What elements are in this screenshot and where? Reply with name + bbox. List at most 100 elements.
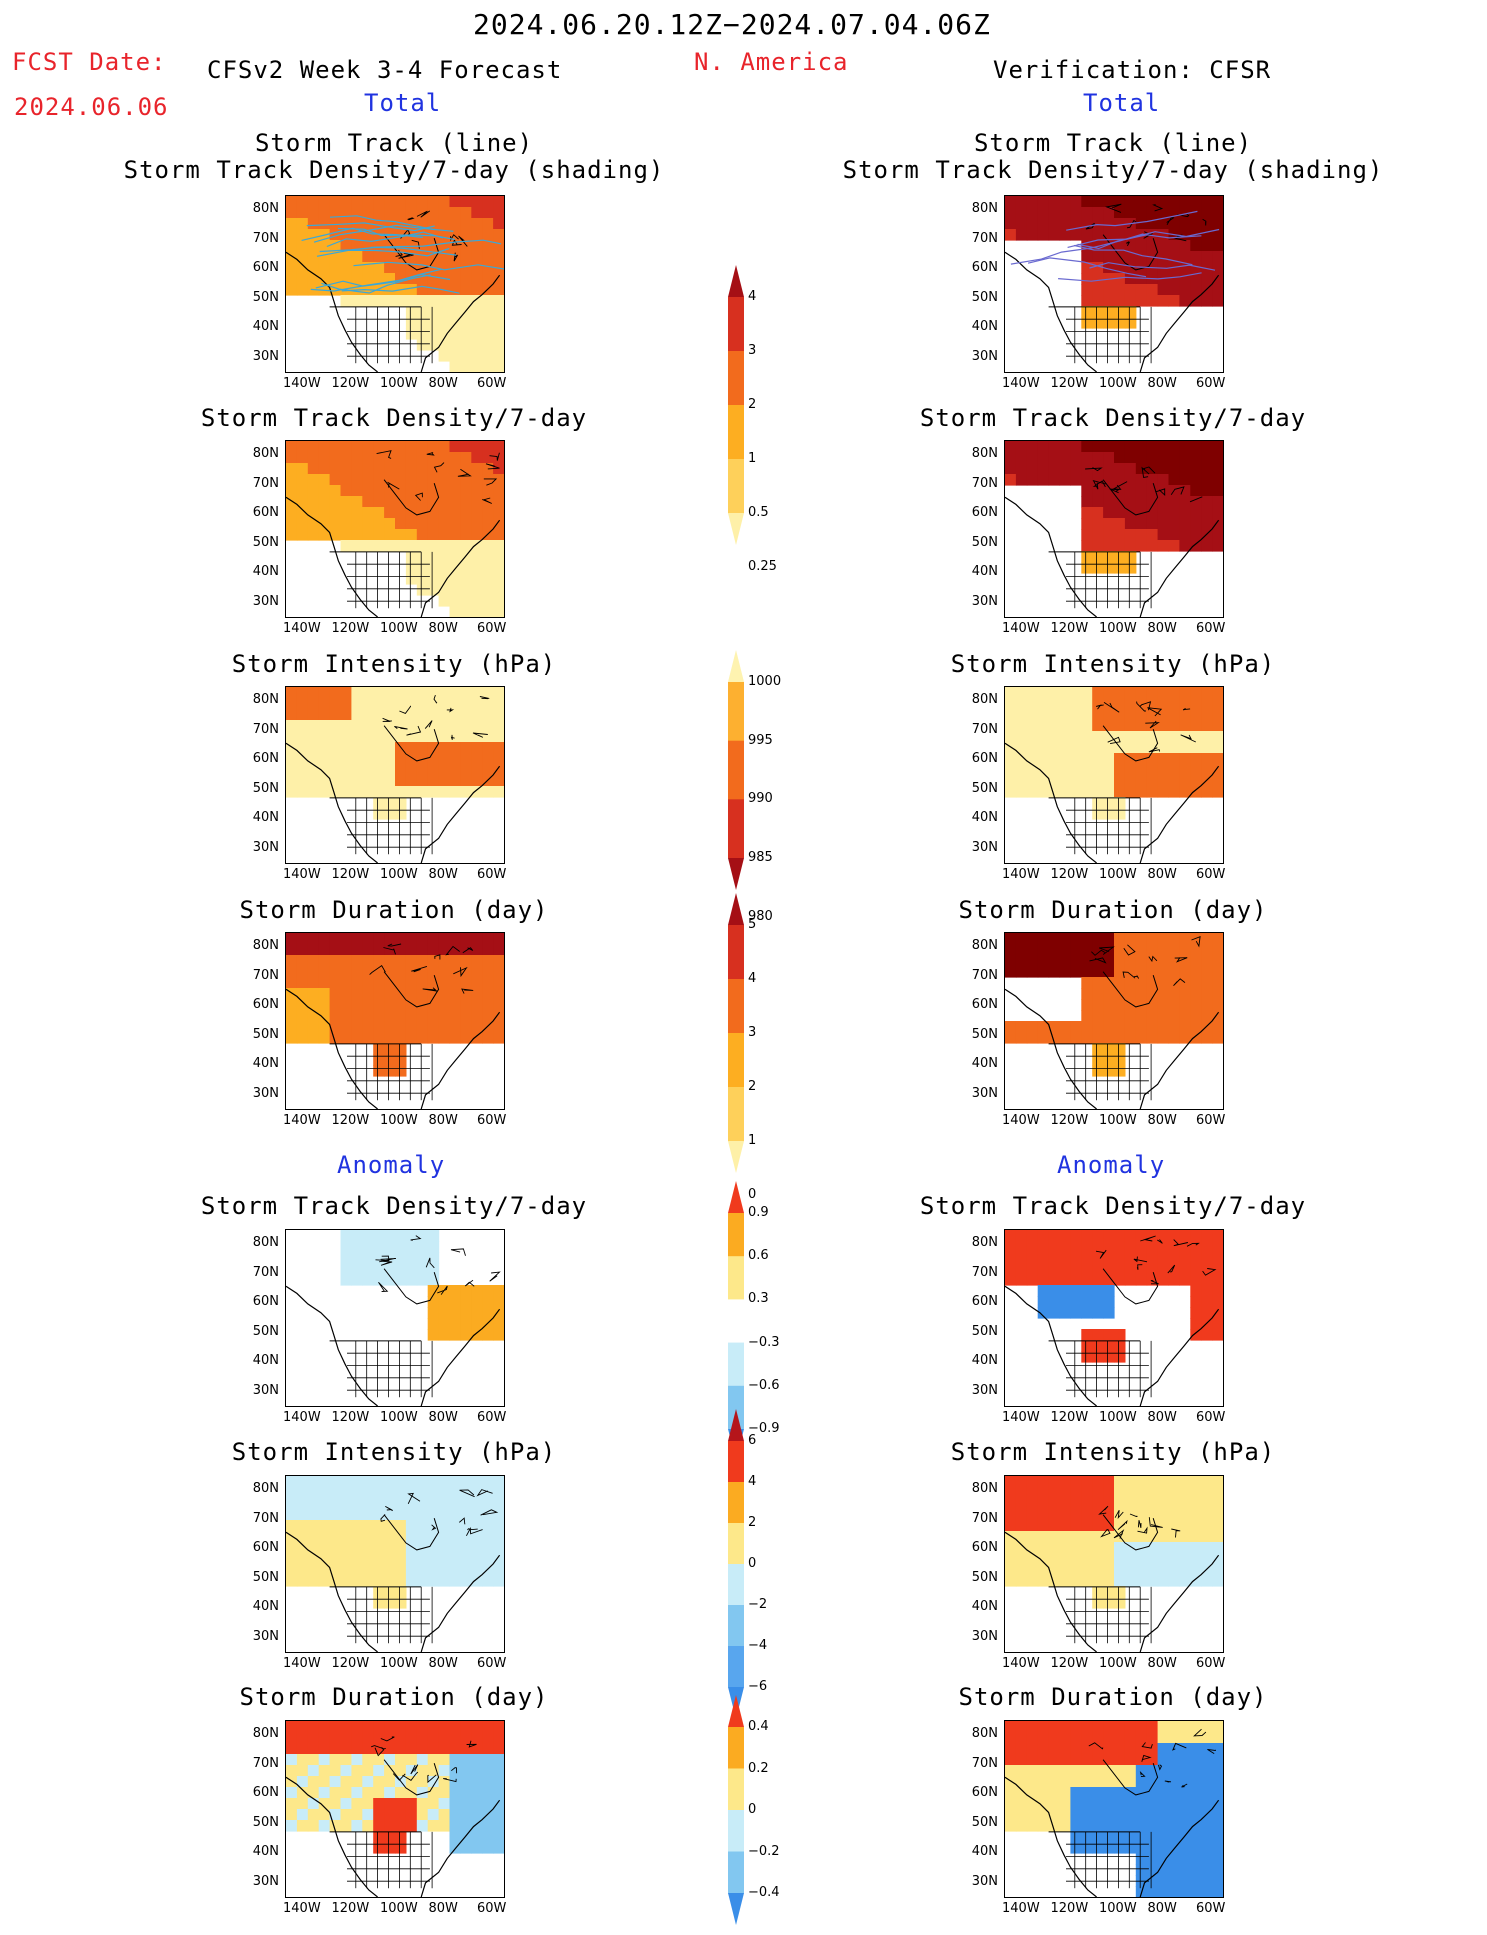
shading-cell bbox=[1005, 731, 1017, 743]
lon-tick-label: 140W bbox=[1002, 1656, 1040, 1671]
right-total-label: Total bbox=[1083, 89, 1161, 117]
shading-cell bbox=[1146, 1274, 1159, 1286]
shading-cell bbox=[416, 1721, 429, 1733]
shading-cell bbox=[1168, 786, 1180, 798]
shading-cell bbox=[1201, 966, 1213, 978]
shading-cell bbox=[427, 529, 440, 541]
shading-cell bbox=[1157, 698, 1170, 710]
lat-tick-label: 30N bbox=[252, 839, 279, 855]
shading-cell bbox=[449, 1798, 461, 1810]
shading-cell bbox=[362, 944, 374, 956]
shading-cell bbox=[449, 1809, 461, 1821]
shading-cell bbox=[1037, 1487, 1050, 1499]
shading-cell bbox=[373, 1032, 385, 1044]
shading-cell bbox=[1092, 1263, 1104, 1275]
shading-cell bbox=[471, 1318, 483, 1330]
shading-cell bbox=[362, 933, 374, 945]
shading-cell bbox=[482, 1732, 494, 1744]
shading-cell bbox=[1070, 463, 1082, 475]
shading-cell bbox=[373, 1509, 385, 1521]
shading-cell bbox=[1059, 753, 1071, 765]
shading-cell bbox=[1103, 1809, 1115, 1821]
shading-cell bbox=[1135, 295, 1148, 307]
shading-cell bbox=[362, 731, 374, 743]
shading-cell bbox=[1103, 262, 1115, 274]
shading-cell bbox=[351, 999, 363, 1011]
shading-cell bbox=[427, 955, 440, 967]
shading-cell bbox=[493, 1318, 504, 1330]
shading-cell bbox=[1048, 1798, 1061, 1810]
shading-cell bbox=[460, 1542, 472, 1554]
shading-cell bbox=[1135, 1252, 1148, 1264]
shading-cell bbox=[416, 507, 429, 519]
shading-cell bbox=[395, 1263, 407, 1275]
shading-cell bbox=[493, 1032, 504, 1044]
shading-cell bbox=[460, 1285, 472, 1297]
lon-tick-label: 140W bbox=[1002, 1410, 1040, 1425]
shading-cell bbox=[296, 1542, 309, 1554]
lon-tick-label: 80W bbox=[428, 621, 458, 636]
shading-cell bbox=[1157, 1853, 1170, 1865]
shading-cell bbox=[340, 1252, 352, 1264]
shading-cell bbox=[416, 306, 429, 318]
shading-cell bbox=[449, 284, 461, 296]
shading-cell bbox=[395, 1274, 407, 1286]
coastline bbox=[1102, 234, 1159, 271]
shading-cell bbox=[1212, 240, 1223, 252]
shading-cell bbox=[1114, 1329, 1126, 1341]
shading-cell bbox=[395, 1765, 407, 1777]
shading-cell bbox=[286, 1765, 298, 1777]
shading-cell bbox=[460, 786, 472, 798]
shading-cell bbox=[438, 933, 451, 945]
shading-cell bbox=[405, 786, 418, 798]
shading-cell bbox=[1092, 306, 1104, 318]
shading-cell bbox=[351, 1809, 363, 1821]
shading-cell bbox=[471, 339, 483, 351]
shading-cell bbox=[471, 529, 483, 541]
shading-cell bbox=[1146, 1754, 1159, 1766]
lon-tick-label: 60W bbox=[1196, 1656, 1226, 1671]
shading-cell bbox=[1157, 1886, 1170, 1897]
shading-cell bbox=[373, 251, 385, 263]
shading-cell bbox=[1092, 1787, 1104, 1799]
shading-cell bbox=[1048, 1820, 1061, 1832]
shading-cell bbox=[1037, 687, 1050, 699]
lat-tick-label: 70N bbox=[252, 1510, 279, 1526]
coastline bbox=[445, 945, 460, 956]
shading-cell bbox=[460, 273, 472, 285]
shading-cell bbox=[395, 1553, 407, 1565]
shading-cell bbox=[1037, 1307, 1050, 1319]
shading-cell bbox=[1168, 1274, 1180, 1286]
shading-cell bbox=[1168, 1230, 1180, 1242]
shading-cell bbox=[1037, 764, 1050, 776]
shading-cell bbox=[1005, 229, 1017, 241]
shading-cell bbox=[1135, 1776, 1148, 1788]
shading-cell bbox=[1092, 496, 1104, 508]
shading-cell bbox=[1201, 196, 1213, 208]
shading-cell bbox=[384, 1798, 396, 1810]
shading-cell bbox=[1190, 1776, 1202, 1788]
shading-cell bbox=[1157, 1842, 1170, 1854]
shading-cell bbox=[1081, 955, 1093, 967]
shading-cell bbox=[395, 1743, 407, 1755]
shading-cell bbox=[362, 1787, 374, 1799]
shading-cell bbox=[1114, 1564, 1126, 1576]
shading-cell bbox=[493, 441, 504, 453]
shading-cell bbox=[373, 687, 385, 699]
shading-cell bbox=[493, 1842, 504, 1854]
shading-cell bbox=[1005, 196, 1017, 208]
shading-cell bbox=[427, 988, 440, 1000]
shading-cell bbox=[416, 753, 429, 765]
shading-cell bbox=[1190, 786, 1202, 798]
shading-cell bbox=[427, 339, 440, 351]
shading-cell bbox=[1201, 764, 1213, 776]
shading-cell bbox=[482, 977, 494, 989]
shading-cell bbox=[427, 999, 440, 1011]
lon-tick-label: 140W bbox=[283, 621, 321, 636]
shading-cell bbox=[1081, 551, 1093, 563]
shading-cell bbox=[1059, 1754, 1071, 1766]
shading-cell bbox=[1005, 742, 1017, 754]
shading-cell bbox=[1157, 1476, 1170, 1488]
shading-cell bbox=[1168, 496, 1180, 508]
shading-cell bbox=[1103, 474, 1115, 486]
